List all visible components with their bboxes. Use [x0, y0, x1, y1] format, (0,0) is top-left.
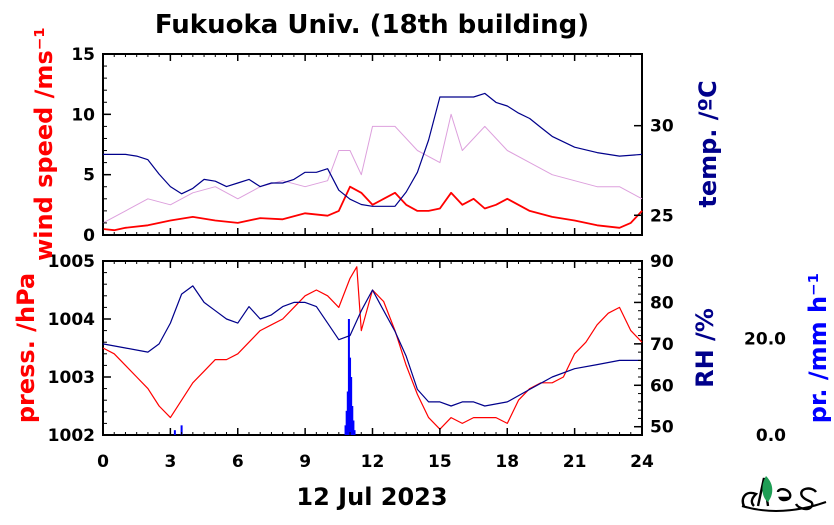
- temperature-axis-label: temp. /ºC: [694, 80, 722, 207]
- chart-title: Fukuoka Univ. (18th building): [155, 10, 589, 40]
- y-tick-label: 70: [650, 335, 674, 355]
- pressure-rh-panel: [102, 260, 643, 436]
- y-tick-label: 15: [71, 45, 95, 65]
- y-tick-label: 0: [83, 226, 95, 246]
- precipitation-axis-label: pr. /mm h⁻¹: [804, 273, 832, 423]
- rh-axis-label: RH /%: [691, 308, 719, 388]
- y-tick-label: 60: [650, 376, 674, 396]
- y-tick-label: 30: [650, 117, 674, 137]
- bottom-plot-frame: [102, 260, 643, 436]
- temperature-line: [103, 92, 643, 207]
- pressure-axis-label: press. /hPa: [12, 273, 40, 423]
- wind-gust-line: [102, 113, 643, 224]
- pressure-line: [102, 266, 643, 430]
- logo: [741, 476, 827, 512]
- x-tick-label: 21: [563, 452, 587, 472]
- wind-temp-panel: [102, 53, 643, 236]
- x-tick-label: 3: [164, 452, 176, 472]
- x-tick-label: 0: [97, 452, 109, 472]
- y-tick-label: 1005: [48, 252, 95, 272]
- y-tick-label: 1004: [48, 310, 95, 330]
- y-tick-label: 90: [650, 252, 674, 272]
- y-tick-label: 80: [650, 293, 674, 313]
- y-tick-label: 1002: [48, 426, 95, 446]
- rh-line: [102, 285, 642, 407]
- date-label: 12 Jul 2023: [296, 483, 447, 511]
- x-tick-label: 18: [495, 452, 519, 472]
- wind-speed-line: [102, 185, 643, 232]
- precipitation-tick-label: 0.0: [756, 426, 786, 446]
- x-tick-label: 15: [428, 452, 452, 472]
- y-tick-label: 50: [650, 418, 674, 438]
- x-tick-label: 12: [361, 452, 385, 472]
- x-tick-label: 6: [232, 452, 244, 472]
- wind-speed-axis-label: wind speed /ms⁻¹: [30, 27, 58, 261]
- x-tick-label: 9: [299, 452, 311, 472]
- y-tick-label: 1003: [48, 368, 95, 388]
- top-plot-frame: [102, 53, 643, 236]
- x-tick-label: 24: [630, 452, 654, 472]
- y-tick-label: 10: [71, 105, 95, 125]
- y-tick-label: 5: [83, 166, 95, 186]
- y-tick-label: 25: [650, 206, 674, 226]
- precipitation-tick-label: 20.0: [744, 329, 786, 349]
